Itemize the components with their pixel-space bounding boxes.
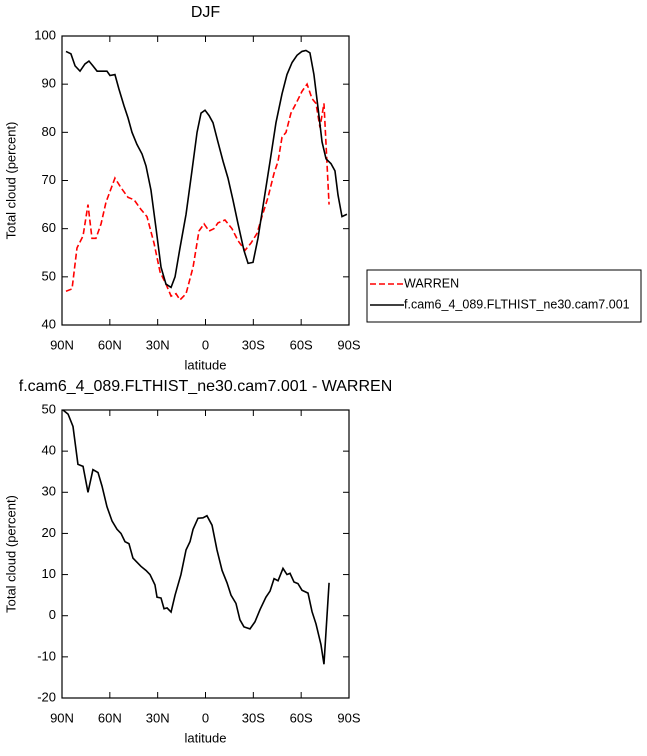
chart-title: DJF bbox=[191, 4, 221, 21]
x-tick-label: 60N bbox=[98, 337, 122, 352]
data-line bbox=[65, 49, 348, 289]
y-tick-label: 50 bbox=[42, 401, 56, 416]
y-tick-label: -10 bbox=[37, 648, 56, 663]
y-tick-label: 40 bbox=[42, 443, 56, 458]
y-tick-label: 0 bbox=[49, 607, 56, 622]
legend-box bbox=[366, 269, 642, 323]
y-tick-label: 40 bbox=[42, 316, 56, 331]
plot-frame bbox=[61, 409, 350, 699]
plot-frame bbox=[61, 35, 350, 326]
y-tick-label: 100 bbox=[34, 27, 56, 42]
y-tick-label: 10 bbox=[42, 566, 56, 581]
y-tick-label: 30 bbox=[42, 484, 56, 499]
x-tick-label: 30S bbox=[242, 337, 265, 352]
x-tick-label: 60N bbox=[98, 710, 122, 725]
x-axis-label: latitude bbox=[185, 730, 227, 745]
data-line bbox=[65, 82, 330, 302]
legend-label: WARREN bbox=[404, 276, 459, 290]
y-tick-label: 80 bbox=[42, 124, 56, 139]
x-tick-label: 90N bbox=[50, 710, 74, 725]
y-tick-label: 50 bbox=[42, 268, 56, 283]
data-line bbox=[62, 409, 330, 665]
x-tick-label: 30S bbox=[242, 710, 265, 725]
y-tick-label: 90 bbox=[42, 76, 56, 91]
x-tick-label: 30N bbox=[146, 337, 170, 352]
x-tick-label: 0 bbox=[202, 710, 209, 725]
x-tick-label: 0 bbox=[202, 337, 209, 352]
x-tick-label: 90S bbox=[337, 337, 360, 352]
x-tick-label: 90N bbox=[50, 337, 74, 352]
y-tick-label: 70 bbox=[42, 172, 56, 187]
x-tick-label: 30N bbox=[146, 710, 170, 725]
y-axis-label: Total cloud (percent) bbox=[3, 495, 18, 613]
chart-title: f.cam6_4_089.FLTHIST_ne30.cam7.001 - WAR… bbox=[19, 378, 393, 395]
y-tick-label: 20 bbox=[42, 525, 56, 540]
x-tick-label: 60S bbox=[290, 337, 313, 352]
x-axis-label: latitude bbox=[185, 357, 227, 372]
y-tick-label: 60 bbox=[42, 220, 56, 235]
legend-label: f.cam6_4_089.FLTHIST_ne30.cam7.001 bbox=[404, 297, 630, 311]
x-tick-label: 90S bbox=[337, 710, 360, 725]
x-tick-label: 60S bbox=[290, 710, 313, 725]
y-axis-label: Total cloud (percent) bbox=[3, 122, 18, 240]
y-tick-label: -20 bbox=[37, 689, 56, 704]
